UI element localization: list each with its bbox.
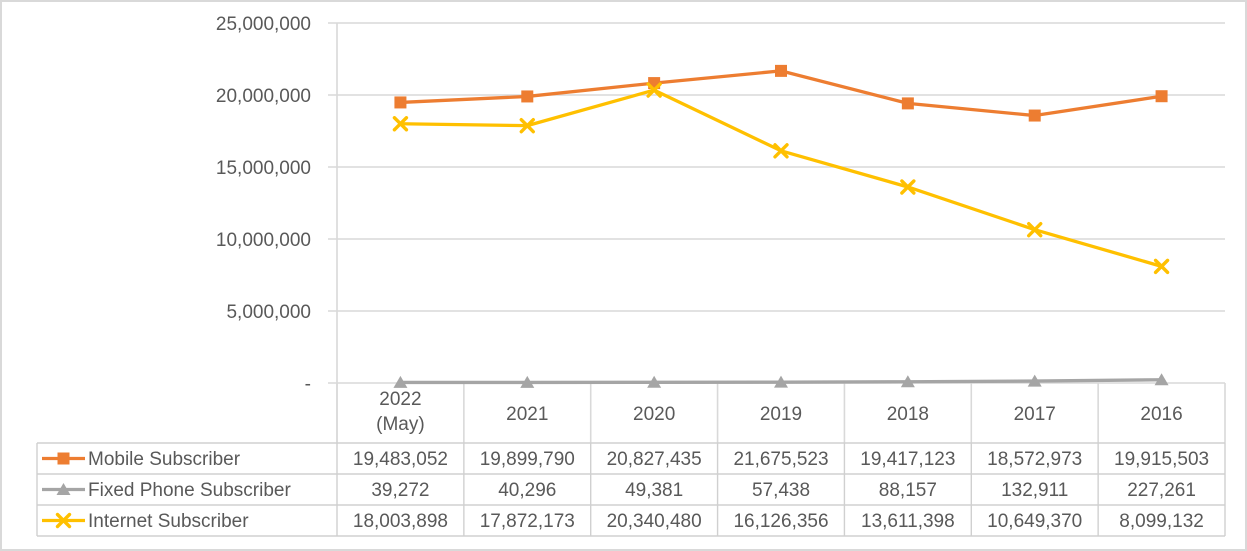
table-value-cell: 19,899,790 bbox=[480, 449, 575, 470]
table-row-mobile-subscriber: Mobile Subscriber 19,483,052 19,899,790 20,… bbox=[42, 449, 1209, 470]
series-marker-square bbox=[1028, 109, 1041, 122]
y-axis-tick-label: 20,000,000 bbox=[216, 86, 311, 107]
series-marker-x bbox=[900, 179, 916, 195]
table-value-cell: 132,911 bbox=[1001, 480, 1068, 501]
series-marker-square bbox=[394, 96, 407, 109]
series-marker-triangle bbox=[393, 375, 408, 388]
series-marker-x bbox=[392, 116, 409, 132]
legend-series-label: Mobile Subscriber bbox=[88, 449, 241, 470]
table-value-cell: 10,649,370 bbox=[987, 511, 1082, 532]
x-axis-tick-label: 2020 bbox=[633, 404, 675, 425]
table-row-fixed-phone-subscriber: Fixed Phone Subscriber 39,272 40,296 49,381… bbox=[42, 480, 1196, 501]
y-axis-tick-label: 10,000,000 bbox=[216, 230, 311, 251]
table-row-internet-subscriber: Internet Subscriber 18,003,898 17,872,173 2… bbox=[42, 511, 1204, 532]
y-axis-tick-label: - bbox=[305, 374, 311, 395]
y-axis-tick-label: 15,000,000 bbox=[216, 158, 311, 179]
series-marker-x bbox=[1153, 258, 1170, 275]
series-marker-x bbox=[55, 512, 72, 529]
series-marker-triangle bbox=[1154, 373, 1169, 386]
table-value-cell: 21,675,523 bbox=[733, 449, 828, 470]
series-line bbox=[398, 69, 1164, 118]
y-gridlines-and-labels: 25,000,000 20,000,000 15,000,000 10,000,000… bbox=[216, 14, 1225, 395]
legend-series-label: Fixed Phone Subscriber bbox=[88, 480, 291, 501]
series-marker-triangle bbox=[520, 375, 535, 388]
x-axis-tick-label: 2019 bbox=[760, 404, 802, 425]
series-marker-triangle bbox=[56, 483, 71, 495]
table-value-cell: 40,296 bbox=[498, 480, 556, 501]
table-value-cell: 227,261 bbox=[1127, 480, 1196, 501]
series-marker-square bbox=[57, 452, 70, 465]
x-axis-tick-label-line2: (May) bbox=[376, 414, 425, 435]
series-line bbox=[398, 88, 1164, 269]
table-value-cell: 18,572,973 bbox=[987, 449, 1082, 470]
series-marker-square bbox=[521, 90, 534, 103]
table-value-cell: 20,340,480 bbox=[607, 511, 702, 532]
table-value-cell: 57,438 bbox=[752, 480, 810, 501]
y-axis-tick-label: 5,000,000 bbox=[226, 302, 311, 323]
legend-series-label: Internet Subscriber bbox=[88, 511, 249, 532]
table-value-cell: 8,099,132 bbox=[1119, 511, 1204, 532]
x-axis-tick-label: 2021 bbox=[506, 404, 548, 425]
table-value-cell: 39,272 bbox=[371, 480, 429, 501]
x-axis-tick-label-line1: 2022 bbox=[379, 389, 421, 410]
table-value-cell: 13,611,398 bbox=[861, 511, 955, 532]
series-marker-x bbox=[773, 143, 789, 159]
series-mobile-subscriber bbox=[394, 64, 1168, 122]
series-marker-triangle bbox=[647, 375, 662, 388]
series-marker-triangle bbox=[774, 375, 788, 388]
series-marker-square bbox=[1155, 90, 1168, 103]
series-internet-subscriber bbox=[392, 82, 1170, 275]
table-value-cell: 16,126,356 bbox=[733, 511, 828, 532]
series-marker-square bbox=[901, 97, 914, 110]
table-value-cell: 88,157 bbox=[879, 480, 937, 501]
table-value-cell: 19,915,503 bbox=[1114, 449, 1209, 470]
series-marker-x bbox=[1027, 221, 1043, 238]
data-table-grid bbox=[36, 442, 1226, 537]
table-value-cell: 49,381 bbox=[625, 480, 683, 501]
axis-lines bbox=[336, 23, 1226, 443]
series-fixed-phone-subscriber bbox=[393, 373, 1169, 388]
x-axis-labels: 2022 (May) 2021 2020 2019 2018 2017 2016 bbox=[376, 389, 1183, 435]
table-value-cell: 18,003,898 bbox=[353, 511, 448, 532]
table-value-cell: 19,417,123 bbox=[860, 449, 955, 470]
x-axis-tick-label: 2018 bbox=[887, 404, 929, 425]
x-axis-tick-label: 2016 bbox=[1140, 404, 1182, 425]
series-marker-x bbox=[519, 117, 535, 134]
table-value-cell: 17,872,173 bbox=[480, 511, 575, 532]
table-value-cell: 19,483,052 bbox=[353, 449, 448, 470]
y-axis-tick-label: 25,000,000 bbox=[216, 14, 311, 35]
series-marker-square bbox=[775, 64, 787, 77]
series-marker-triangle bbox=[900, 375, 915, 388]
series-marker-x bbox=[646, 82, 662, 98]
table-value-cell: 20,827,435 bbox=[607, 449, 702, 470]
series-marker-triangle bbox=[1027, 374, 1042, 387]
x-axis-tick-label: 2017 bbox=[1014, 404, 1056, 425]
